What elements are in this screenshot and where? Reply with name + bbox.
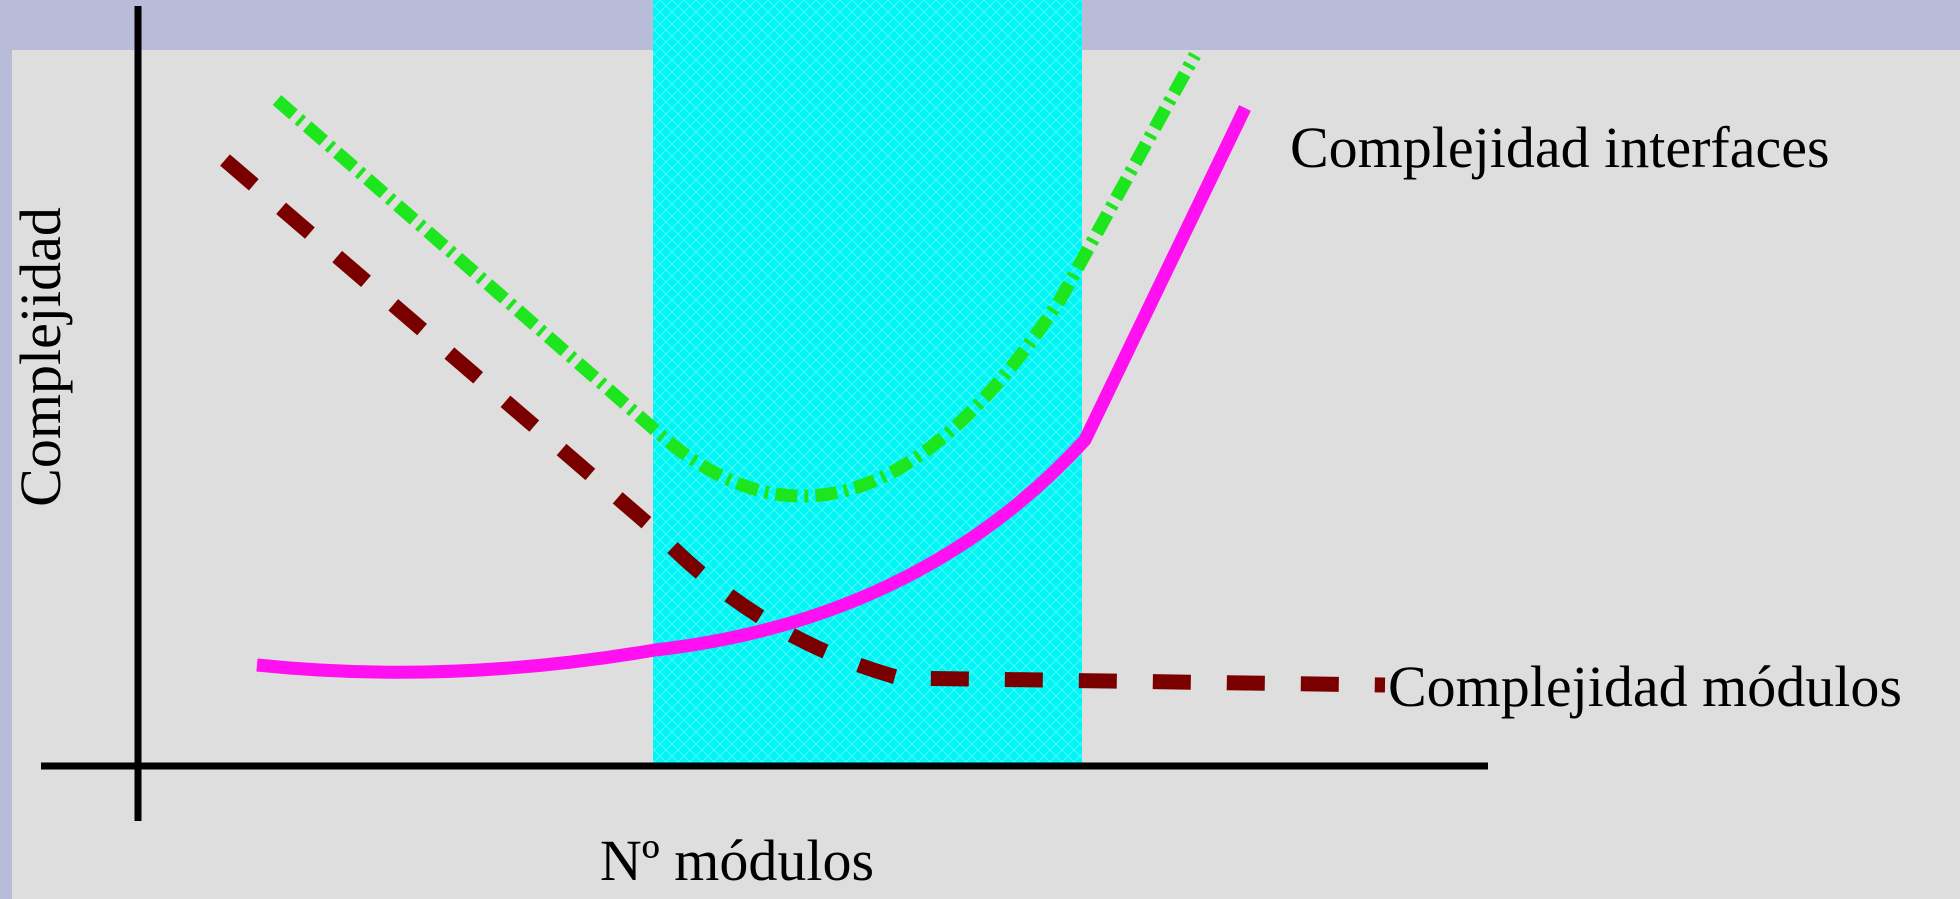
modules-curve-label: Complejidad módulos bbox=[1388, 654, 1902, 719]
interfaces-complexity-curve bbox=[256, 105, 1251, 679]
modules-complexity-curve bbox=[220, 154, 1386, 693]
y-axis-label: Complejidad bbox=[8, 207, 73, 507]
x-axis-label: Nº módulos bbox=[600, 828, 874, 893]
total-complexity-curve bbox=[272, 51, 1201, 503]
interfaces-curve-label: Complejidad interfaces bbox=[1290, 115, 1830, 180]
optimal-region-pattern bbox=[653, 0, 1082, 764]
